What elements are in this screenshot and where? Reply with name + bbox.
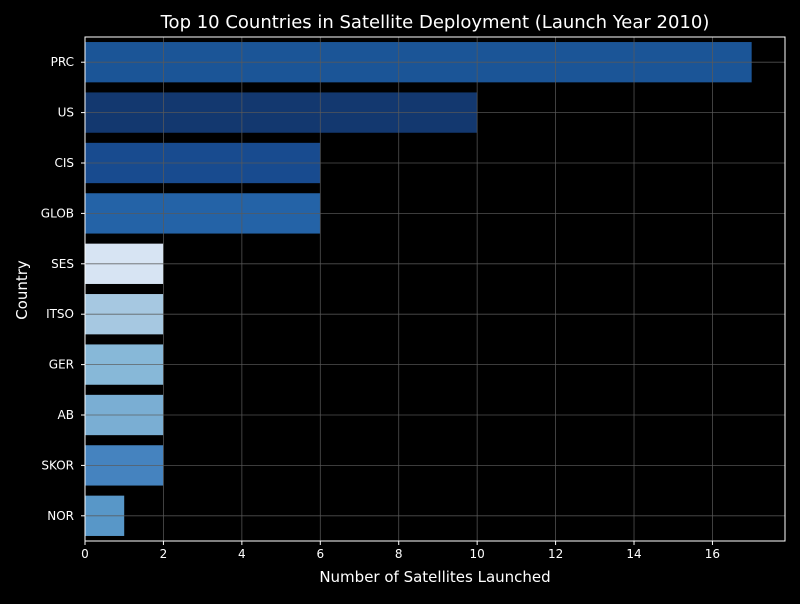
grid xyxy=(84,37,785,541)
x-tick-label: 16 xyxy=(705,547,720,561)
y-tick-label-itso: ITSO xyxy=(46,307,74,321)
y-tick-label-us: US xyxy=(58,106,74,120)
y-tick-label-prc: PRC xyxy=(51,55,74,69)
bars xyxy=(85,42,752,536)
ticks: 0 2 4 6 8 10 12 14 16 PRC US CIS GLOB SES ITSO GER AB SKO… xyxy=(41,55,720,561)
x-tick-label: 10 xyxy=(470,547,485,561)
y-tick-label-cis: CIS xyxy=(54,156,74,170)
x-tick-label: 12 xyxy=(548,547,563,561)
y-axis-label: Country xyxy=(13,260,31,320)
x-tick-label: 8 xyxy=(395,547,403,561)
x-axis-label: Number of Satellites Launched xyxy=(319,568,550,586)
y-tick-label-ses: SES xyxy=(51,257,74,271)
x-tick-label: 6 xyxy=(316,547,324,561)
x-tick-label: 2 xyxy=(160,547,168,561)
x-tick-label: 0 xyxy=(81,547,89,561)
x-tick-label: 4 xyxy=(238,547,246,561)
y-tick-label-ger: GER xyxy=(49,358,74,372)
y-tick-label-nor: NOR xyxy=(47,509,74,523)
x-tick-label: 14 xyxy=(626,547,641,561)
y-tick-label-skor: SKOR xyxy=(41,458,74,472)
y-tick-label-ab: AB xyxy=(58,408,74,422)
plot-frame xyxy=(84,36,786,542)
y-tick-label-glob: GLOB xyxy=(41,206,74,220)
chart-title: Top 10 Countries in Satellite Deployment… xyxy=(160,12,710,33)
